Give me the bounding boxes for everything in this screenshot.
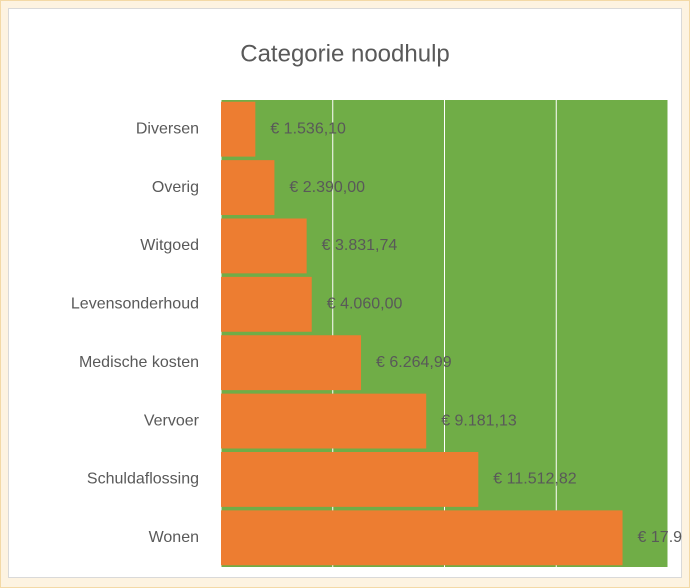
data-label: € 1.536,10 [270, 120, 346, 137]
bar [221, 510, 623, 566]
data-label: € 11.512,82 [493, 471, 576, 488]
y-tick-label: Witgoed [140, 237, 199, 254]
bar [221, 452, 479, 507]
bar [221, 218, 307, 274]
y-tick-label: Wonen [149, 529, 199, 546]
chart-title: Categorie noodhulp [240, 40, 450, 67]
data-label: € 3.831,74 [322, 237, 398, 254]
y-tick-label: Levensonderhoud [71, 296, 199, 313]
data-label: € 6.264,99 [376, 354, 452, 371]
bar [221, 101, 256, 157]
data-label: € 4.060,00 [327, 296, 403, 313]
bar [221, 393, 427, 449]
y-tick-label: Medische kosten [79, 354, 199, 371]
data-label: € 2.390,00 [289, 179, 365, 196]
y-tick-label: Schuldaflossing [87, 471, 199, 488]
bar [221, 276, 312, 332]
bar [221, 160, 275, 215]
chart: Categorie noodhulp Diversen € 1.536,10 Ove… [8, 8, 682, 578]
y-tick-label: Overig [152, 179, 199, 196]
data-label: € 17.966,62 [638, 529, 682, 546]
y-tick-label: Diversen [136, 120, 199, 137]
bar [221, 335, 362, 391]
data-label: € 9.181,13 [441, 412, 517, 429]
y-tick-label: Vervoer [144, 412, 200, 429]
